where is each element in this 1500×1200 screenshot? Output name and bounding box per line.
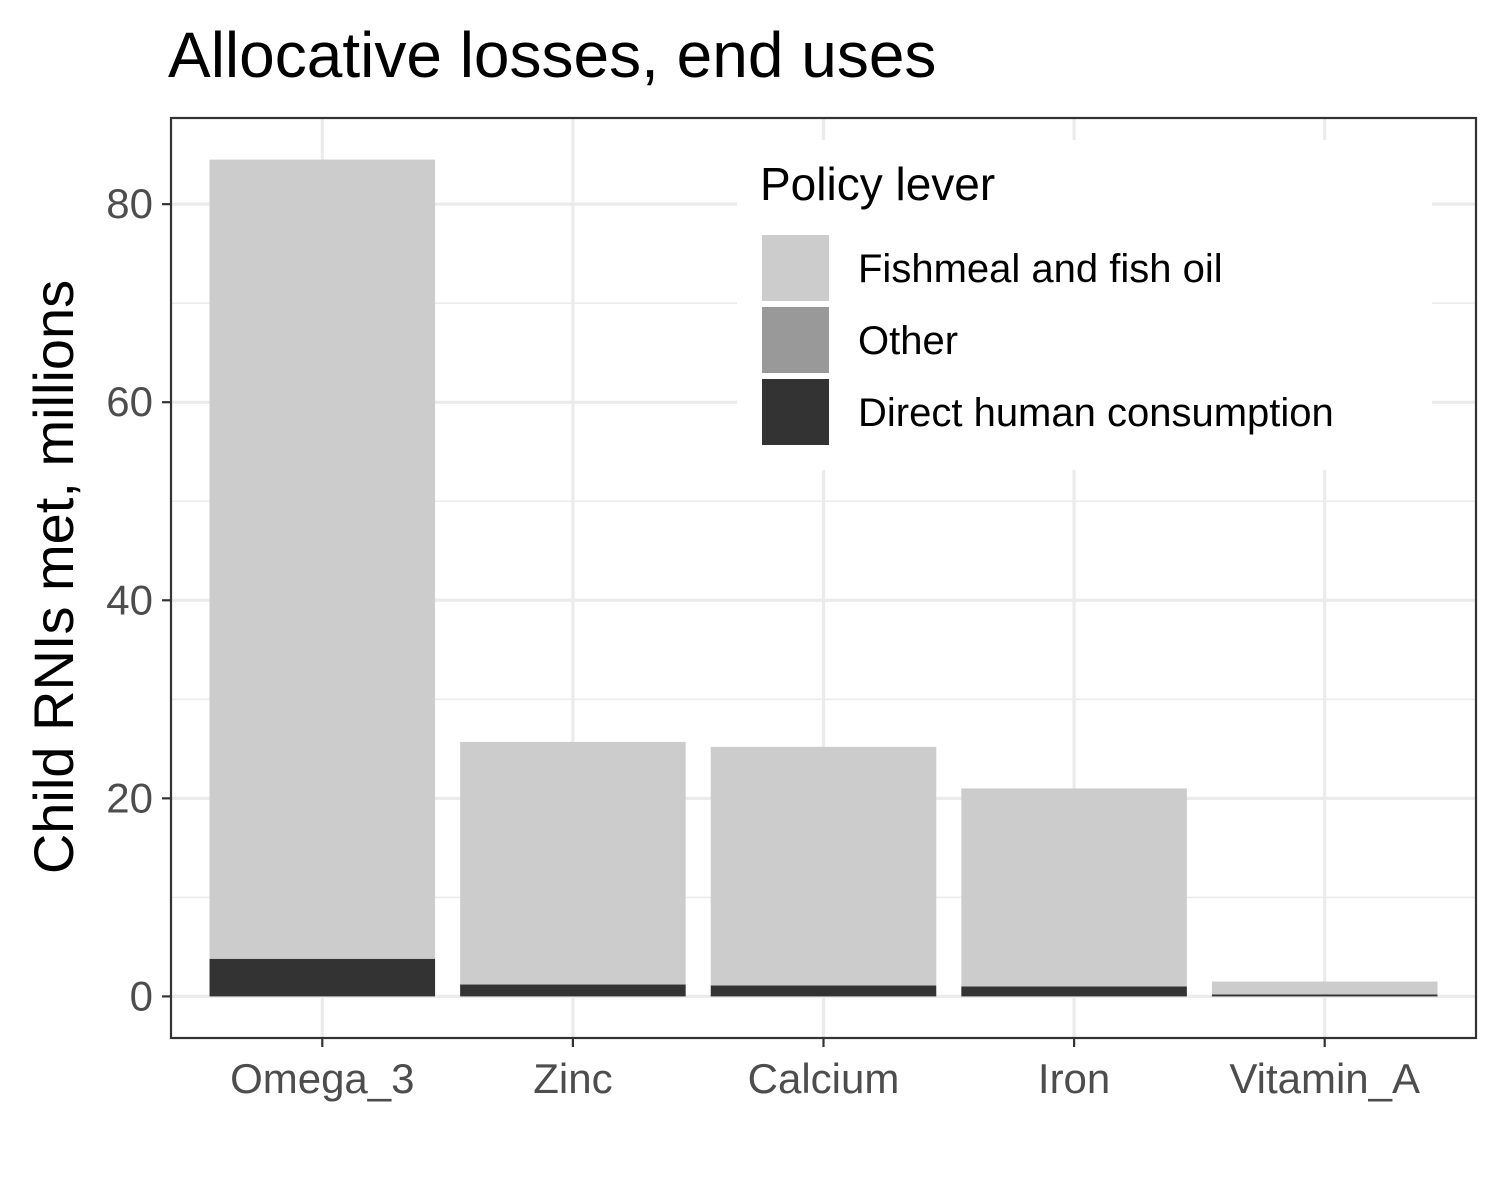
x-tick-label-omega-3: Omega_3	[230, 1055, 414, 1102]
legend-label-direct-human-consumption: Direct human consumption	[858, 391, 1334, 435]
legend-label-other: Other	[858, 319, 958, 363]
y-tick-label: 60	[106, 378, 153, 425]
x-tick-label-calcium: Calcium	[748, 1055, 900, 1102]
legend-key-other	[762, 307, 829, 373]
bar-iron-fishmeal-and-fish-oil	[961, 788, 1187, 987]
bar-zinc-fishmeal-and-fish-oil	[460, 741, 686, 985]
bar-zinc-direct-human-consumption	[460, 984, 686, 997]
y-tick-label: 40	[106, 576, 153, 623]
bar-calcium-direct-human-consumption	[710, 985, 937, 997]
x-tick-label-zinc: Zinc	[533, 1055, 612, 1102]
y-axis: 0 20 40 60 80	[106, 180, 171, 1019]
bar-omega-3-fishmeal-and-fish-oil	[209, 159, 436, 959]
bar-vitamin-a-fishmeal-and-fish-oil	[1211, 981, 1438, 995]
x-tick-label-iron: Iron	[1038, 1055, 1110, 1102]
x-tick-label-vitamin-a: Vitamin_A	[1229, 1055, 1420, 1102]
chart-title: Allocative losses, end uses	[168, 19, 936, 91]
legend-title: Policy lever	[760, 158, 995, 210]
legend-key-direct-human-consumption	[762, 379, 829, 445]
y-tick-label: 80	[106, 180, 153, 227]
y-tick-label: 0	[130, 972, 153, 1019]
y-tick-label: 20	[106, 774, 153, 821]
bar-omega-3-direct-human-consumption	[209, 958, 436, 997]
bar-iron-direct-human-consumption	[961, 986, 1187, 997]
legend-background	[737, 140, 1432, 470]
legend-key-fishmeal-and-fish-oil	[762, 235, 829, 301]
legend-label-fishmeal-and-fish-oil: Fishmeal and fish oil	[858, 247, 1223, 291]
legend: Policy lever Fishmeal and fish oil Other D…	[737, 140, 1432, 470]
bar-calcium-fishmeal-and-fish-oil	[710, 746, 937, 986]
bar-vitamin-a-direct-human-consumption	[1211, 994, 1438, 997]
bars	[209, 159, 1438, 997]
legend-entries: Fishmeal and fish oil Other Direct human c…	[762, 235, 1334, 445]
x-axis: Omega_3 Zinc Calcium Iron Vitamin_A	[230, 1038, 1420, 1102]
y-axis-title: Child RNIs met, millions	[22, 280, 85, 874]
